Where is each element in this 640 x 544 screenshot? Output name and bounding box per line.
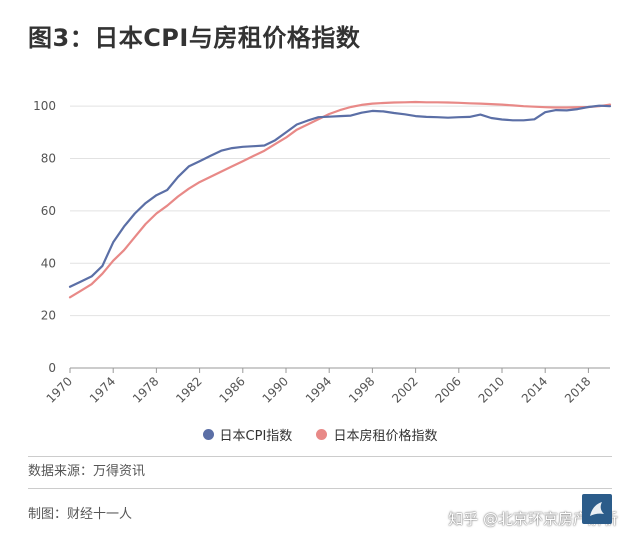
x-tick-label: 2010 [476,374,507,405]
y-tick-label: 60 [41,204,56,218]
chart-maker-note: 制图：财经十一人 [28,507,133,522]
y-tick-label: 40 [41,256,56,270]
chart-legend: 日本CPI指数 日本房租价格指数 [0,425,640,444]
x-tick-label: 2018 [562,374,593,405]
y-tick-label: 0 [48,361,56,375]
x-tick-label: 2006 [432,374,463,405]
legend-item-rent: 日本房租价格指数 [316,425,437,444]
legend-item-cpi: 日本CPI指数 [202,425,293,444]
series-line-cpi [68,104,612,288]
line-chart: 0 20 40 60 80 100 1970 1974 1978 1982 1986 1990 199… [33,99,612,406]
publisher-logo-icon [582,494,612,524]
watermark: 知乎 @北京环京房产解析 [448,510,618,528]
chart-series [68,100,612,299]
legend-marker-cpi [202,429,214,440]
divider-top [28,456,612,457]
x-tick-label: 1994 [303,374,334,405]
series-line-rent [68,100,612,299]
x-tick-label: 2002 [389,374,420,405]
legend-marker-rent [316,429,328,440]
x-tick-label: 1998 [346,374,377,405]
x-tick-label: 1974 [87,374,118,405]
y-axis: 0 20 40 60 80 100 [33,99,56,375]
divider-bottom [28,488,612,489]
legend-label-cpi: 日本CPI指数 [219,429,293,444]
x-tick-label: 1990 [260,374,291,405]
y-tick-label: 20 [41,309,56,323]
legend-label-rent: 日本房租价格指数 [333,429,438,444]
x-tick-label: 1978 [130,374,161,405]
data-source-note: 数据来源：万得资讯 [28,464,146,479]
x-tick-label: 1986 [216,374,247,405]
chart-title: 图3：日本CPI与房租价格指数 [28,24,361,52]
x-axis: 1970 1974 1978 1982 1986 1990 1994 1998 2002 2006… [44,368,594,406]
y-tick-label: 80 [41,152,56,166]
y-tick-label: 100 [33,99,56,113]
chart-gridlines [70,105,610,369]
x-tick-label: 1982 [173,374,204,405]
x-tick-label: 2014 [519,374,550,405]
x-tick-label: 1970 [44,374,75,405]
